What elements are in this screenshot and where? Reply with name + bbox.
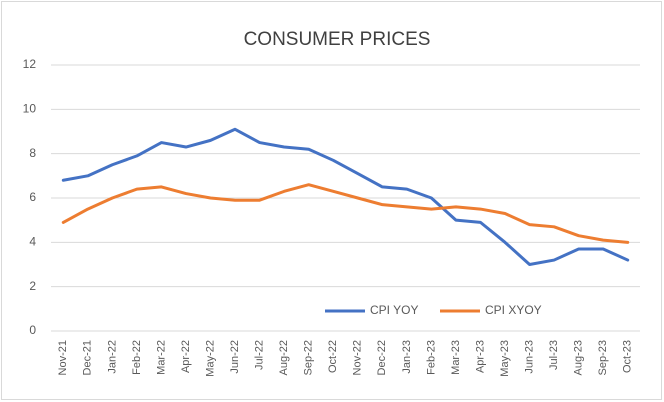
x-tick-label: Nov-22 (352, 340, 364, 375)
x-tick-label: Sep-22 (303, 340, 315, 375)
y-tick-label: 2 (29, 279, 36, 293)
x-tick-label: May-23 (499, 340, 511, 377)
x-tick-label: Nov-21 (57, 340, 69, 375)
x-tick-label: Feb-22 (131, 340, 143, 375)
y-tick-label: 4 (29, 235, 36, 249)
x-tick-label: Oct-22 (327, 340, 339, 373)
y-tick-label: 10 (23, 102, 37, 116)
y-tick-label: 6 (29, 190, 36, 204)
line-series (61, 183, 630, 244)
x-tick-label: Jan-23 (401, 340, 413, 374)
x-tick-label: Jun-23 (523, 340, 535, 374)
x-tick-label: Mar-23 (450, 340, 462, 375)
y-tick-label: 0 (29, 323, 36, 337)
x-tick-label: May-22 (204, 340, 216, 377)
legend-label: CPI XYOY (485, 303, 542, 317)
line-series (61, 127, 630, 266)
x-tick-label: Apr-23 (474, 340, 486, 373)
x-tick-label: Feb-23 (425, 340, 437, 375)
x-tick-label: Jan-22 (106, 340, 118, 374)
y-tick-label: 8 (29, 146, 36, 160)
x-tick-label: Aug-22 (278, 340, 290, 375)
x-tick-label: Oct-23 (622, 340, 634, 373)
x-tick-label: Aug-23 (573, 340, 585, 375)
y-tick-label: 12 (23, 57, 37, 71)
x-tick-label: Apr-22 (180, 340, 192, 373)
x-tick-label: Jul-22 (254, 340, 266, 370)
chart-title: CONSUMER PRICES (244, 29, 431, 50)
x-tick-label: Dec-22 (376, 340, 388, 375)
legend-label: CPI YOY (370, 303, 418, 317)
x-tick-label: Mar-22 (155, 340, 167, 375)
x-tick-label: Jun-22 (229, 340, 241, 374)
x-tick-label: Sep-23 (597, 340, 609, 375)
x-tick-label: Jul-23 (548, 340, 560, 370)
x-tick-label: Dec-21 (82, 340, 94, 375)
